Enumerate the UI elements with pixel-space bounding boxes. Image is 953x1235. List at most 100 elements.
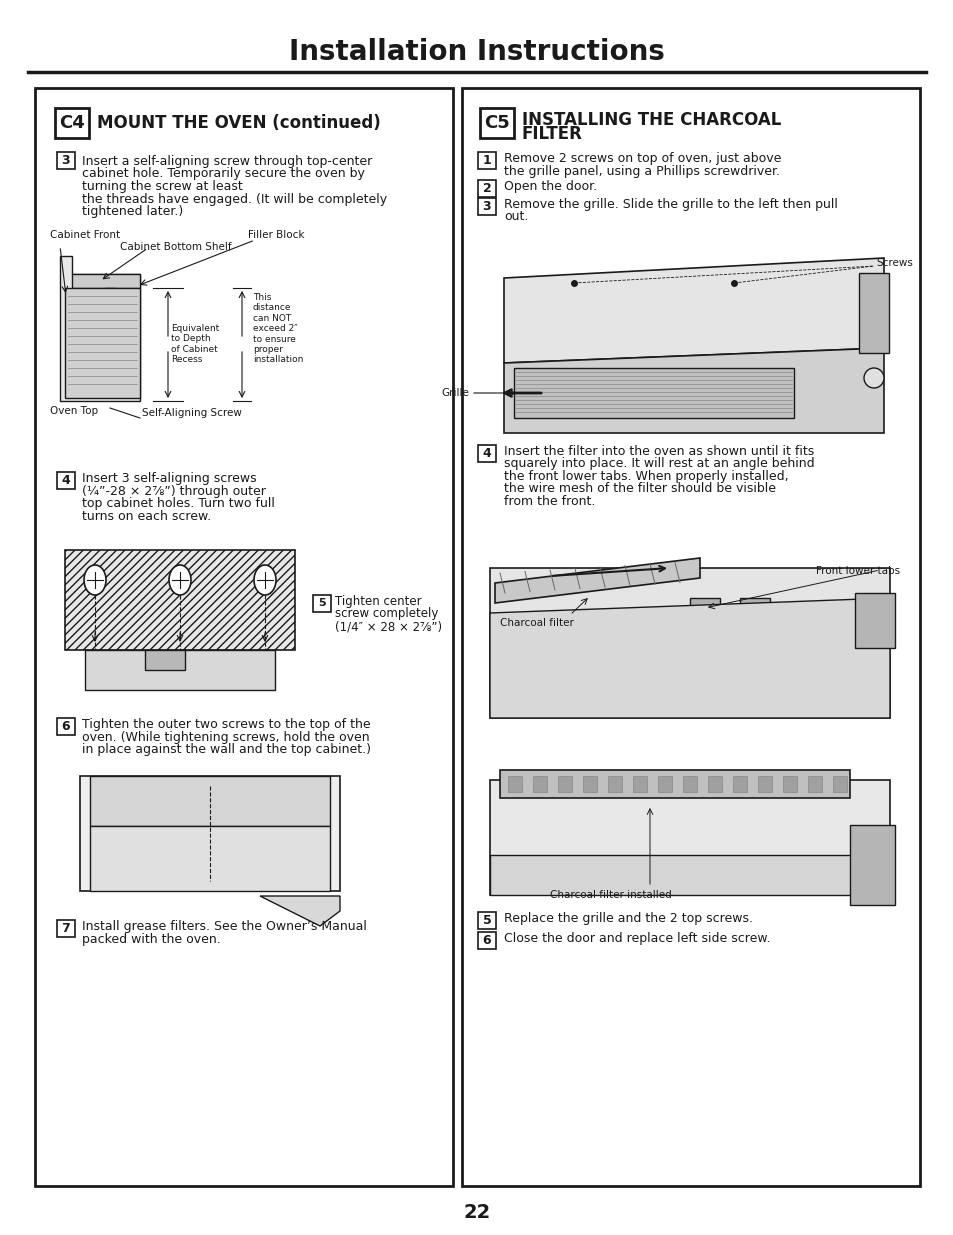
Text: 2: 2: [482, 182, 491, 195]
Bar: [477, 152, 496, 169]
Bar: [633, 776, 646, 792]
Bar: [533, 776, 546, 792]
Bar: [461, 88, 919, 1186]
Bar: [35, 88, 453, 1186]
Text: Oven Top: Oven Top: [50, 406, 98, 416]
Bar: [658, 776, 671, 792]
Text: Installation Instructions: Installation Instructions: [289, 38, 664, 65]
Bar: [758, 776, 771, 792]
Text: Open the door.: Open the door.: [503, 180, 597, 193]
Bar: [689, 598, 720, 618]
Text: cabinet hole. Temporarily secure the oven by: cabinet hole. Temporarily secure the ove…: [82, 168, 364, 180]
Text: (¼”-28 × 2⅞”) through outer: (¼”-28 × 2⅞”) through outer: [82, 484, 266, 498]
Text: packed with the oven.: packed with the oven.: [82, 932, 220, 946]
Bar: [85, 650, 274, 690]
Text: C5: C5: [483, 114, 509, 132]
Bar: [707, 776, 721, 792]
Ellipse shape: [99, 378, 121, 388]
Ellipse shape: [84, 564, 106, 595]
Bar: [90, 776, 330, 826]
Bar: [507, 776, 521, 792]
Bar: [490, 855, 889, 895]
Bar: [65, 288, 140, 398]
Text: Remove the grille. Slide the grille to the left then pull: Remove the grille. Slide the grille to t…: [503, 198, 837, 211]
Bar: [477, 445, 496, 462]
Text: Cabinet Front: Cabinet Front: [50, 230, 120, 240]
Bar: [57, 718, 75, 735]
Text: Insert a self-aligning screw through top-center: Insert a self-aligning screw through top…: [82, 156, 372, 168]
Bar: [477, 932, 496, 948]
Text: in place against the wall and the top cabinet.): in place against the wall and the top ca…: [82, 743, 371, 756]
Bar: [807, 776, 821, 792]
Text: 4: 4: [482, 447, 491, 459]
Text: Replace the grille and the 2 top screws.: Replace the grille and the 2 top screws.: [503, 911, 752, 925]
Bar: [145, 650, 185, 671]
Bar: [57, 472, 75, 489]
Text: Self-Aligning Screw: Self-Aligning Screw: [142, 408, 242, 417]
Text: 5: 5: [318, 599, 326, 609]
Text: Cabinet Bottom Shelf: Cabinet Bottom Shelf: [120, 242, 232, 252]
Bar: [477, 911, 496, 929]
Ellipse shape: [169, 564, 191, 595]
Bar: [740, 598, 769, 618]
Bar: [71, 274, 140, 288]
Text: 5: 5: [482, 914, 491, 927]
Bar: [57, 920, 75, 937]
Text: Charcoal filter: Charcoal filter: [499, 618, 574, 629]
Bar: [65, 550, 294, 650]
Text: Charcoal filter installed: Charcoal filter installed: [550, 890, 671, 900]
Text: the grille panel, using a Phillips screwdriver.: the grille panel, using a Phillips screw…: [503, 164, 780, 178]
Polygon shape: [490, 598, 889, 718]
Polygon shape: [503, 348, 883, 433]
Text: Close the door and replace left side screw.: Close the door and replace left side scr…: [503, 932, 770, 945]
Bar: [479, 107, 514, 138]
Bar: [55, 107, 89, 138]
Bar: [477, 180, 496, 198]
Text: squarely into place. It will rest at an angle behind: squarely into place. It will rest at an …: [503, 457, 814, 471]
Text: 3: 3: [62, 154, 71, 167]
Bar: [57, 152, 75, 169]
Text: 3: 3: [482, 200, 491, 212]
Text: the front lower tabs. When properly installed,: the front lower tabs. When properly inst…: [503, 471, 788, 483]
Text: Remove 2 screws on top of oven, just above: Remove 2 screws on top of oven, just abo…: [503, 152, 781, 165]
Text: (1/4″ × 28 × 2⅞”): (1/4″ × 28 × 2⅞”): [335, 620, 441, 634]
Bar: [682, 776, 697, 792]
Text: top cabinet holes. Turn two full: top cabinet holes. Turn two full: [82, 496, 274, 510]
Text: turning the screw at least: turning the screw at least: [82, 180, 247, 193]
Bar: [499, 769, 849, 798]
Bar: [105, 288, 115, 378]
Text: Screws: Screws: [875, 258, 912, 268]
Bar: [558, 776, 572, 792]
Bar: [732, 776, 746, 792]
Text: C4: C4: [59, 114, 85, 132]
Text: Front lower tabs: Front lower tabs: [815, 566, 899, 576]
Text: Filler Block: Filler Block: [248, 230, 304, 240]
Bar: [832, 776, 846, 792]
Text: out.: out.: [503, 210, 528, 224]
Polygon shape: [495, 558, 700, 603]
Text: 22: 22: [463, 1203, 490, 1221]
Text: oven. (While tightening screws, hold the oven: oven. (While tightening screws, hold the…: [82, 730, 369, 743]
Bar: [514, 368, 793, 417]
Bar: [65, 550, 294, 650]
Polygon shape: [503, 258, 883, 363]
Text: from the front.: from the front.: [503, 495, 595, 508]
Text: Equivalent
to Depth
of Cabinet
Recess: Equivalent to Depth of Cabinet Recess: [171, 324, 219, 364]
Bar: [854, 593, 894, 648]
Text: screw completely: screw completely: [335, 608, 438, 620]
Text: Tighten the outer two screws to the top of the: Tighten the outer two screws to the top …: [82, 718, 370, 731]
Text: Grille: Grille: [440, 388, 469, 398]
Polygon shape: [60, 256, 140, 401]
Text: This
distance
can NOT
exceed 2″
to ensure
proper
installation: This distance can NOT exceed 2″ to ensur…: [253, 293, 303, 364]
Text: the threads have engaged. (It will be completely: the threads have engaged. (It will be co…: [82, 193, 387, 205]
Bar: [782, 776, 796, 792]
Text: Install grease filters. See the Owner’s Manual: Install grease filters. See the Owner’s …: [82, 920, 367, 932]
Bar: [490, 568, 889, 718]
Text: the wire mesh of the filter should be visible: the wire mesh of the filter should be vi…: [503, 483, 775, 495]
Text: Insert the filter into the oven as shown until it fits: Insert the filter into the oven as shown…: [503, 445, 814, 458]
Text: 1: 1: [482, 154, 491, 167]
Text: Insert 3 self-aligning screws: Insert 3 self-aligning screws: [82, 472, 256, 485]
Text: 7: 7: [62, 923, 71, 935]
Bar: [490, 781, 889, 895]
Bar: [849, 825, 894, 905]
